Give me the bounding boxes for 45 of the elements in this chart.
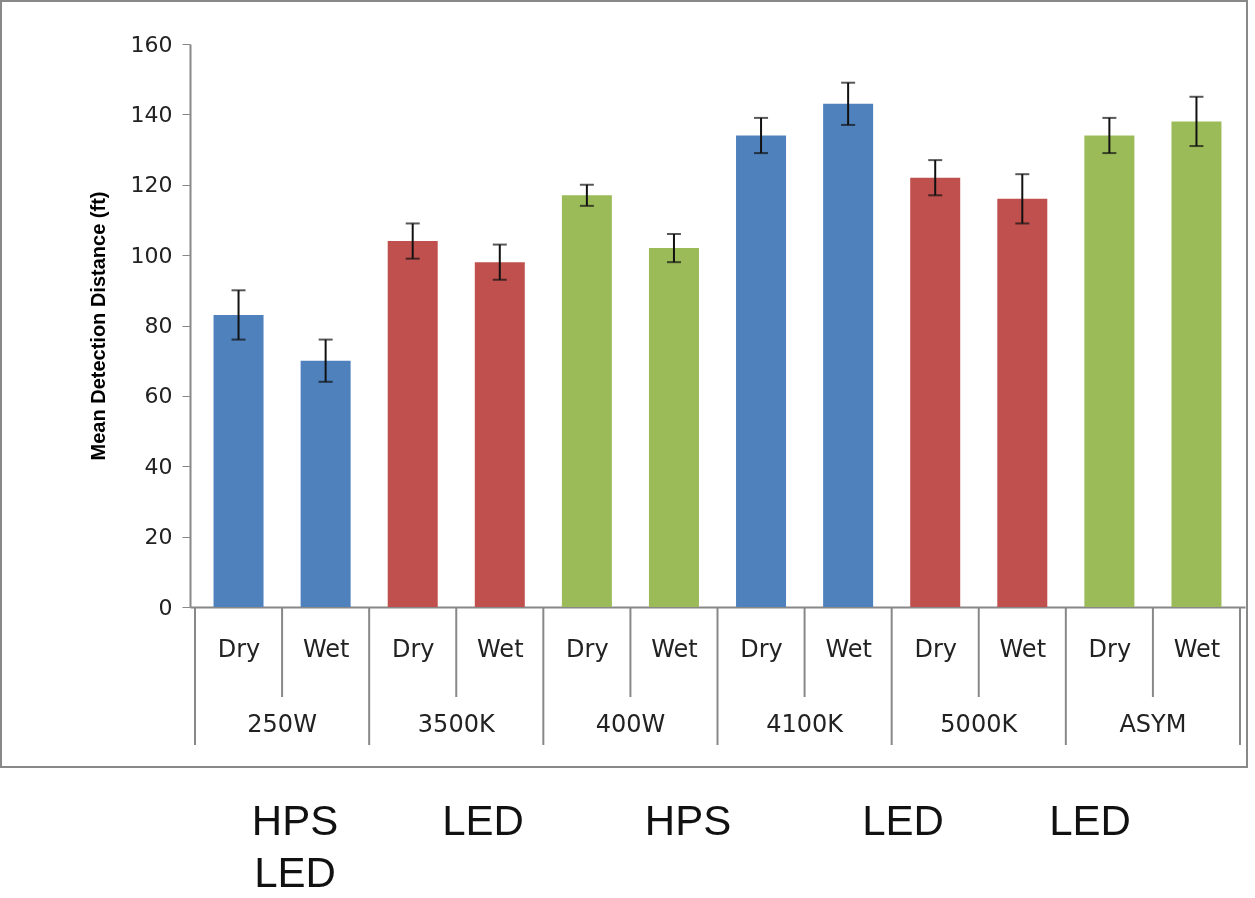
bar bbox=[561, 195, 612, 607]
bar bbox=[1084, 135, 1135, 607]
bar bbox=[213, 314, 264, 607]
x-tick-label: Dry bbox=[1088, 634, 1132, 663]
bar bbox=[1171, 121, 1222, 607]
text: 5000K bbox=[940, 710, 1019, 738]
x-tick-label: Wet bbox=[999, 634, 1047, 663]
x-tick-label: Dry bbox=[391, 634, 435, 663]
x-tick-label: Wet bbox=[302, 634, 350, 663]
bar bbox=[910, 177, 961, 607]
y-tick-label: 20 bbox=[144, 524, 173, 550]
text: ASYM bbox=[1119, 710, 1187, 738]
bar bbox=[997, 198, 1048, 607]
x-tick-label: Dry bbox=[914, 634, 957, 663]
bar bbox=[300, 360, 351, 607]
text: 250W bbox=[247, 710, 317, 738]
text: HPS bbox=[643, 796, 733, 846]
y-tick-label: 40 bbox=[144, 453, 173, 479]
text: HPS LED bbox=[250, 796, 340, 898]
y-tick-label: 140 bbox=[130, 101, 173, 127]
y-axis-title: Mean Detection Distance (ft) bbox=[86, 191, 109, 461]
x-tick-label: Dry bbox=[566, 634, 609, 663]
text: LED bbox=[861, 796, 945, 846]
bar bbox=[823, 103, 874, 607]
x-tick-label: Wet bbox=[651, 634, 698, 663]
text: LED bbox=[1048, 796, 1132, 846]
y-tick-label: 60 bbox=[144, 383, 173, 409]
x-tick-label: Wet bbox=[477, 634, 524, 663]
text: 400W bbox=[595, 710, 666, 738]
bar bbox=[648, 248, 699, 607]
y-tick-label: 100 bbox=[130, 242, 173, 268]
y-tick-label: 160 bbox=[130, 31, 173, 57]
bar bbox=[387, 241, 438, 607]
y-tick-label: 0 bbox=[158, 594, 173, 620]
x-tick-label: Wet bbox=[825, 634, 872, 663]
x-tick-label: Wet bbox=[1173, 634, 1221, 663]
text: LED bbox=[441, 796, 525, 846]
y-tick-label: 120 bbox=[130, 172, 173, 198]
text: 3500K bbox=[417, 710, 496, 738]
text: 4100K bbox=[766, 710, 845, 738]
bar bbox=[474, 262, 525, 607]
x-tick-label: Dry bbox=[217, 634, 261, 663]
y-tick-label: 80 bbox=[144, 313, 173, 338]
x-tick-label: Dry bbox=[740, 634, 783, 663]
bar bbox=[736, 135, 787, 607]
